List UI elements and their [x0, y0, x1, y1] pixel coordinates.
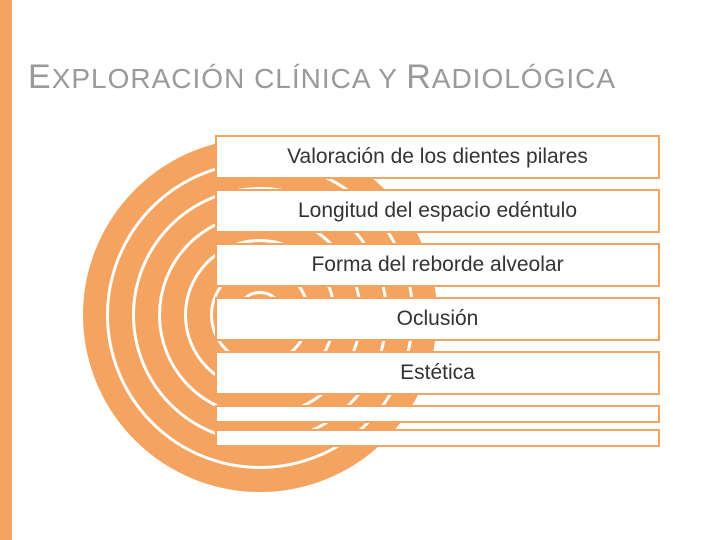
list-item-empty: [215, 429, 660, 447]
title-cap-2: R: [406, 58, 432, 96]
list-item: Forma del reborde alveolar: [215, 243, 660, 287]
list-item: Longitud del espacio edéntulo: [215, 189, 660, 233]
diagram: Valoración de los dientes pilares Longitu…: [100, 135, 660, 495]
title-part-1: XPLORACIÓN CLÍNICA Y: [52, 63, 407, 94]
title-part-2: ADIOLÓGICA: [432, 63, 616, 94]
list-item: Oclusión: [215, 297, 660, 341]
page-title: EXPLORACIÓN CLÍNICA Y RADIOLÓGICA: [28, 58, 616, 97]
title-cap-1: E: [28, 58, 52, 96]
row-list: Valoración de los dientes pilares Longitu…: [215, 135, 660, 453]
left-accent-bar: [0, 0, 12, 540]
list-item: Valoración de los dientes pilares: [215, 135, 660, 179]
list-item-empty: [215, 405, 660, 423]
slide: EXPLORACIÓN CLÍNICA Y RADIOLÓGICA Valora…: [0, 0, 720, 540]
list-item: Estética: [215, 351, 660, 395]
